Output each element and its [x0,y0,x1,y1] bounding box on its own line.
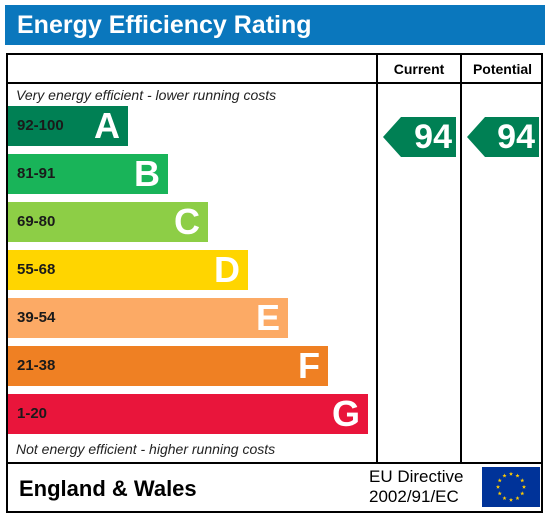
band-range: 1-20 [17,405,48,422]
band-letter: G [331,393,360,434]
band-range: 39-54 [17,309,56,326]
band-letter: D [214,249,240,290]
band-letter: B [134,153,160,194]
band-range: 21-38 [17,357,56,374]
eu-star [497,491,502,496]
top-note: Very energy efficient - lower running co… [16,87,277,103]
band-range: 55-68 [17,261,56,278]
eu-star [508,497,514,502]
divider-current [376,53,378,463]
band-letter: A [94,105,120,146]
page-title: Energy Efficiency Rating [17,11,312,39]
eu-star [515,473,520,478]
band-g: 1-20 G [8,394,368,434]
current-arrow-shape [383,117,456,157]
band-d: 55-68 D [8,250,248,290]
column-header-current: Current [393,61,445,77]
eu-star [502,496,507,501]
eu-star [508,471,514,476]
band-range: 81-91 [17,165,56,182]
eu-star [520,491,525,496]
band-letter: F [298,345,320,386]
band-b: 81-91 B [8,154,168,194]
bottom-note: Not energy efficient - higher running co… [16,441,276,457]
eu-directive-line2: 2002/91/EC [369,487,459,506]
divider-potential [460,53,462,463]
eu-star [520,478,525,483]
band-f: 21-38 F [8,346,328,386]
band-c: 69-80 C [8,202,208,242]
eu-directive: EU Directive 2002/91/EC [369,467,463,507]
header-rule [6,82,543,84]
eu-star [515,496,520,501]
eu-star [521,484,527,489]
eu-star [497,478,502,483]
eu-star [495,484,501,489]
band-range: 69-80 [17,213,56,230]
band-letter: E [255,297,280,338]
band-e: 39-54 E [8,298,288,338]
potential-arrow-shape [467,117,539,157]
band-a: 92-100 A [8,106,128,146]
column-header-potential: Potential [472,61,533,77]
current-rating-arrow: 94 [383,117,456,157]
potential-rating-arrow: 94 [467,117,539,157]
eu-star [502,473,507,478]
band-letter: C [174,201,200,242]
potential-rating-value: 94 [497,118,535,156]
band-range: 92-100 [17,117,64,134]
title-bar: Energy Efficiency Rating [5,5,545,45]
current-rating-value: 94 [414,118,452,156]
eu-flag-icon [482,467,540,507]
region-label: England & Wales [19,476,197,501]
footer-rule [6,462,543,464]
eu-directive-line1: EU Directive [369,467,464,486]
